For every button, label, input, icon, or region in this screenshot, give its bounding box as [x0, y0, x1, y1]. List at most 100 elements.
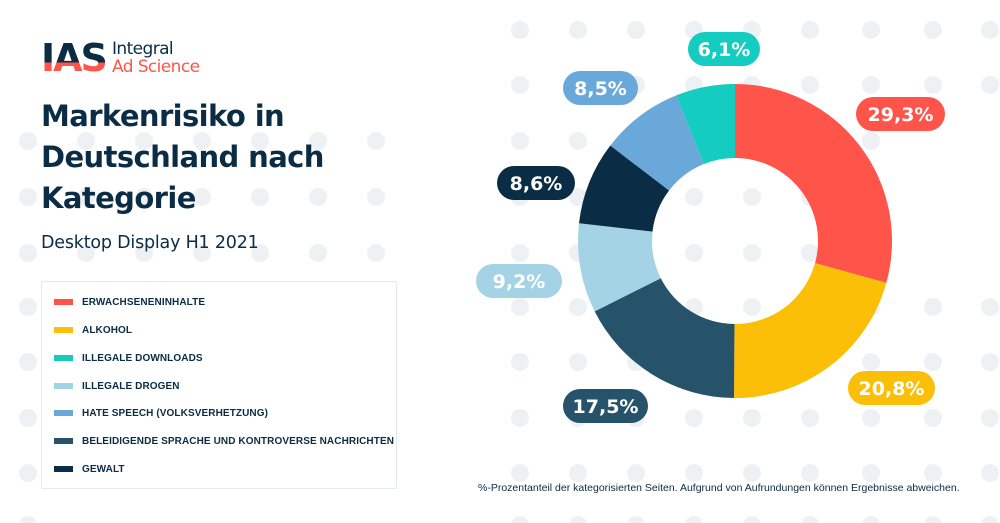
background-dot	[511, 409, 529, 427]
data-label: 6,1%	[698, 39, 751, 61]
background-dot	[924, 516, 942, 523]
logo-line-2: Ad Science	[112, 57, 200, 77]
background-dot	[569, 353, 587, 371]
background-dot	[862, 464, 880, 482]
background-dot	[981, 464, 999, 482]
background-dot	[251, 244, 269, 262]
background-dot	[135, 132, 153, 150]
background-dot	[801, 21, 819, 39]
background-dot	[627, 516, 645, 523]
background-dot	[743, 464, 761, 482]
background-dot	[862, 409, 880, 427]
background-dot	[801, 76, 819, 94]
legend-label: HATE SPEECH (VOLKSVERHETZUNG)	[82, 407, 269, 419]
data-label: 8,6%	[510, 173, 563, 195]
legend-item: HATE SPEECH (VOLKSVERHETZUNG)	[54, 406, 268, 420]
legend-swatch	[54, 466, 73, 472]
background-dot	[569, 464, 587, 482]
background-dot	[569, 188, 587, 206]
background-dot	[924, 464, 942, 482]
background-dot	[77, 188, 95, 206]
data-label-pill: 20,8%	[848, 371, 935, 405]
data-label-background	[848, 371, 935, 405]
data-label-pill: 8,6%	[497, 166, 575, 200]
background-dot	[511, 76, 529, 94]
legend-item: ILLEGALE DOWNLOADS	[54, 351, 203, 365]
legend-label: ILLEGALE DOWNLOADS	[82, 352, 203, 364]
background-dot	[981, 409, 999, 427]
data-label-pill: 9,2%	[476, 264, 562, 298]
background-dot	[924, 21, 942, 39]
data-label-pill: 17,5%	[563, 389, 648, 423]
background-dot	[685, 188, 703, 206]
background-dot	[924, 353, 942, 371]
background-dot	[367, 188, 385, 206]
donut-slice	[734, 263, 887, 398]
background-dot	[19, 298, 37, 316]
background-dot	[367, 244, 385, 262]
background-dot	[685, 516, 703, 523]
background-dot	[862, 353, 880, 371]
background-dot	[743, 298, 761, 316]
data-labels: 29,3% 20,8% 17,5% 9,2% 8,6% 8,5% 6,1%	[476, 32, 945, 423]
legend-label: BELEIDIGENDE SPRACHE UND KONTROVERSE NAC…	[82, 435, 395, 447]
chart-subtitle: Desktop Display H1 2021	[41, 233, 259, 253]
donut-slices	[578, 84, 892, 398]
legend-label: ERWACHSENENINHALTE	[82, 296, 206, 308]
background-dot	[685, 409, 703, 427]
data-label-pill: 8,5%	[563, 71, 638, 105]
background-dot	[135, 244, 153, 262]
background-dot	[309, 132, 327, 150]
background-dot	[743, 188, 761, 206]
background-dot	[627, 464, 645, 482]
data-label: 8,5%	[574, 78, 627, 100]
legend-swatch	[54, 299, 73, 305]
background-dot	[801, 516, 819, 523]
background-dot	[135, 188, 153, 206]
background-dot	[981, 516, 999, 523]
donut-slice	[676, 84, 735, 165]
background-dot	[19, 244, 37, 262]
chart-title: Markenrisiko in Deutschland nach Kategor…	[41, 99, 324, 215]
background-dot	[924, 409, 942, 427]
background-dot	[743, 409, 761, 427]
legend-item: BELEIDIGENDE SPRACHE UND KONTROVERSE NAC…	[54, 434, 394, 448]
background-dot	[801, 409, 819, 427]
background-dot	[367, 132, 385, 150]
background-dot	[511, 353, 529, 371]
logo-line-1: Integral	[112, 39, 174, 59]
legend-item: ILLEGALE DROGEN	[54, 379, 180, 393]
donut-slice	[594, 278, 735, 398]
background-dot	[862, 132, 880, 150]
background-dot	[862, 21, 880, 39]
data-label: 20,8%	[859, 378, 925, 400]
background-dot	[511, 516, 529, 523]
data-label: 29,3%	[868, 104, 934, 126]
background-dot	[19, 188, 37, 206]
donut-slice	[578, 223, 661, 312]
data-label-background	[563, 71, 638, 105]
background-dot	[569, 298, 587, 316]
background-dot	[193, 132, 211, 150]
background-dot	[19, 516, 37, 523]
background-dot	[511, 298, 529, 316]
background-dot	[685, 244, 703, 262]
donut-slice	[579, 145, 670, 232]
background-dot	[627, 21, 645, 39]
data-label: 17,5%	[573, 396, 639, 418]
legend-swatch	[54, 438, 73, 444]
donut-slice	[610, 95, 704, 191]
data-label-background	[497, 166, 575, 200]
background-dot	[309, 244, 327, 262]
logo-mark: IAS	[41, 36, 108, 80]
background-dot	[19, 409, 37, 427]
legend: ERWACHSENENINHALTE ALKOHOL ILLEGALE DOWN…	[41, 281, 397, 489]
background-dot	[743, 244, 761, 262]
background-dot	[309, 188, 327, 206]
background-dot	[924, 76, 942, 94]
background-dot	[924, 298, 942, 316]
background-dot	[511, 464, 529, 482]
legend-item: ALKOHOL	[54, 323, 132, 337]
legend-swatch	[54, 383, 73, 389]
background-dot	[981, 353, 999, 371]
